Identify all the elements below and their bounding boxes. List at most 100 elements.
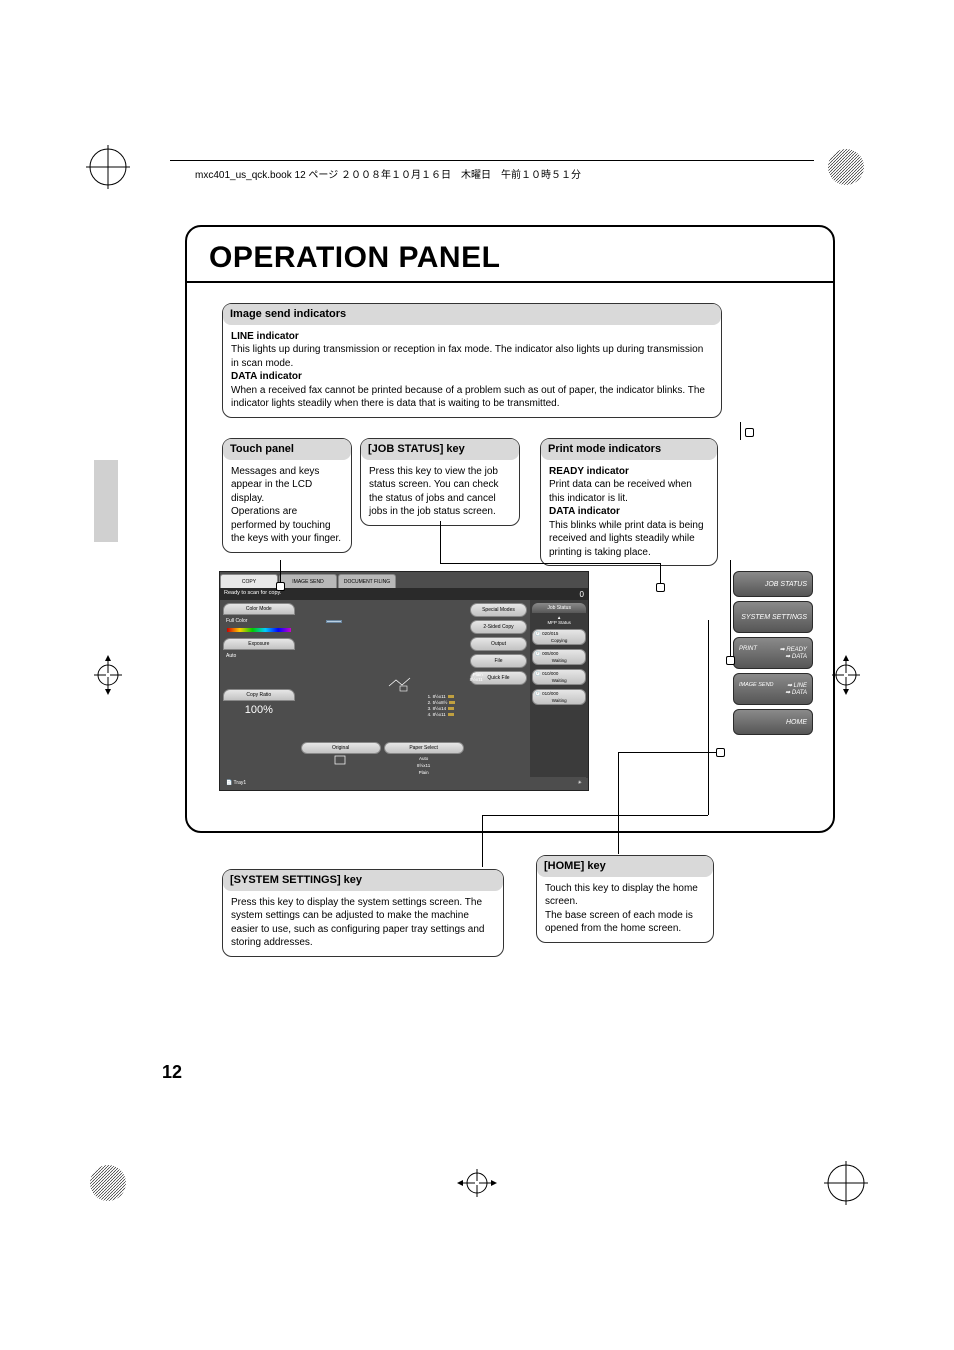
connector	[708, 620, 709, 815]
connector-stub	[745, 428, 754, 437]
callout-title: Print mode indicators	[541, 439, 717, 460]
ready-indicator-body: Print data can be received when this ind…	[549, 478, 709, 505]
data-indicator-body: When a received fax cannot be printed be…	[231, 384, 713, 411]
tab-copy[interactable]: COPY	[220, 574, 278, 588]
platen-icon	[326, 620, 342, 623]
job-item[interactable]: 🕐 010/000Waiting	[532, 669, 586, 685]
color-mode-button[interactable]: Color Mode	[223, 603, 295, 615]
side-tab	[94, 460, 118, 542]
ts-right-col: Special Modes 2-Sided Copy Output File Q…	[467, 600, 531, 778]
color-mode-value: Full Color	[223, 618, 295, 628]
connector	[482, 815, 708, 816]
callout-title: [JOB STATUS] key	[361, 439, 519, 460]
paper-select-sub2: 8½x11	[384, 763, 464, 768]
output-button[interactable]: Output	[470, 637, 528, 651]
touchscreen: COPY IMAGE SEND DOCUMENT FILING Ready to…	[219, 571, 589, 791]
tray-4: 4. 8½x11	[428, 712, 446, 717]
original-button[interactable]: Original	[301, 742, 381, 754]
line-indicator-head: LINE indicator	[231, 330, 713, 344]
connector	[618, 752, 718, 753]
exposure-button[interactable]: Exposure	[223, 638, 295, 650]
tray-2: 2. 5½x8½	[428, 700, 448, 705]
ts-count: 0	[580, 590, 584, 598]
crop-mark-icon	[455, 1161, 499, 1205]
connector	[618, 752, 619, 854]
callout-body: Touch this key to display the home scree…	[545, 882, 705, 936]
callout-home: [HOME] key Touch this key to display the…	[536, 855, 714, 943]
hw-image-send-key[interactable]: IMAGE SEND➡ LINE ➡ DATA	[733, 673, 813, 705]
callout-title: Touch panel	[223, 439, 351, 460]
file-button[interactable]: File	[470, 654, 528, 668]
job-item[interactable]: 🕐 010/000Waiting	[532, 689, 586, 705]
tray-1: 1. 8½x11	[428, 694, 446, 699]
callout-print-mode: Print mode indicators READY indicator Pr…	[540, 438, 718, 566]
tray-list: 1. 8½x11 2. 5½x8½ 3. 8½x14 4. 8½x11	[428, 694, 466, 718]
connector	[440, 563, 660, 564]
crop-mark-icon	[86, 1161, 130, 1205]
tray-3: 3. 8½x14	[428, 706, 447, 711]
hw-home-key[interactable]: HOME	[733, 709, 813, 735]
hw-print-key[interactable]: PRINT➡ READY ➡ DATA	[733, 637, 813, 669]
data-indicator-head: DATA indicator	[231, 370, 713, 384]
callout-title: Image send indicators	[223, 304, 721, 325]
callout-body: Messages and keys appear in the LCD disp…	[231, 465, 343, 546]
ts-center: Plain 8½x11 1. 8½x11 2. 5½x8½ 3. 8½x14 4…	[298, 600, 467, 778]
tab-document-filing[interactable]: DOCUMENT FILING	[338, 574, 396, 588]
callout-image-send: Image send indicators LINE indicator Thi…	[222, 303, 722, 418]
crop-filename: mxc401_us_qck.book 12 ページ ２００８年１０月１６日 木曜…	[195, 166, 581, 181]
ts-status-text: Ready to scan for copy.	[224, 590, 281, 598]
mfp-status: ▲MFP Status	[532, 613, 586, 629]
callout-touch-panel: Touch panel Messages and keys appear in …	[222, 438, 352, 553]
paper-select-sub3: Plain	[384, 770, 464, 775]
page-icon	[333, 755, 349, 765]
exposure-value: Auto	[223, 653, 295, 689]
hw-system-settings-key[interactable]: SYSTEM SETTINGS	[733, 601, 813, 633]
ts-left-col: Color Mode Full Color Exposure Auto Copy…	[220, 600, 298, 778]
callout-body: Press this key to view the job status sc…	[369, 465, 511, 519]
connector-stub	[656, 583, 665, 592]
data-indicator-head: DATA indicator	[549, 505, 709, 519]
callout-job-status: [JOB STATUS] key Press this key to view …	[360, 438, 520, 526]
job-item[interactable]: 🕐 020/015Copying	[532, 629, 586, 645]
data-indicator-body: This blinks while print data is being re…	[549, 519, 709, 560]
crop-mark-icon	[86, 145, 130, 189]
ts-footer: 📄 Tray1 ☀	[222, 777, 586, 789]
connector-stub	[726, 656, 735, 665]
connector-stub	[276, 582, 285, 591]
special-modes-button[interactable]: Special Modes	[470, 603, 528, 617]
connector	[740, 422, 741, 440]
copy-ratio-value: 100%	[223, 704, 295, 716]
connector	[660, 563, 661, 585]
hardware-keys: JOB STATUS SYSTEM SETTINGS PRINT➡ READY …	[733, 571, 813, 739]
connector	[730, 560, 731, 660]
copy-ratio-button[interactable]: Copy Ratio	[223, 689, 295, 701]
callout-body: Press this key to display the system set…	[231, 896, 495, 950]
ts-job-col: Job Status ▲MFP Status 🕐 020/015Copying …	[530, 600, 588, 778]
page-number: 12	[162, 1062, 182, 1083]
callout-system-settings: [SYSTEM SETTINGS] key Press this key to …	[222, 869, 504, 957]
connector	[482, 815, 483, 867]
connector	[440, 521, 441, 563]
color-swatch	[227, 628, 291, 632]
paper-select-button[interactable]: Paper Select	[384, 742, 464, 754]
callout-title: [HOME] key	[537, 856, 713, 877]
tab-image-send[interactable]: IMAGE SEND	[279, 574, 337, 588]
callout-title: [SYSTEM SETTINGS] key	[223, 870, 503, 891]
crop-mark-icon	[824, 145, 868, 189]
footer-tray: Tray1	[234, 780, 247, 786]
plain-size: 8½x11	[470, 677, 483, 682]
ready-indicator-head: READY indicator	[549, 465, 709, 479]
hw-job-status-key[interactable]: JOB STATUS	[733, 571, 813, 597]
crop-line	[170, 160, 814, 161]
job-item[interactable]: 🕐 005/000Waiting	[532, 649, 586, 665]
brightness-icon: ☀	[578, 780, 582, 786]
line-indicator-body: This lights up during transmission or re…	[231, 343, 713, 370]
panel-illustration: COPY IMAGE SEND DOCUMENT FILING Ready to…	[219, 571, 813, 801]
original-graphic	[388, 670, 426, 694]
page-title: OPERATION PANEL	[187, 237, 833, 281]
crop-mark-icon	[824, 1161, 868, 1205]
connector-stub	[716, 748, 725, 757]
job-status-header[interactable]: Job Status	[532, 603, 586, 613]
title-underline	[187, 281, 833, 283]
two-sided-copy-button[interactable]: 2-Sided Copy	[470, 620, 528, 634]
